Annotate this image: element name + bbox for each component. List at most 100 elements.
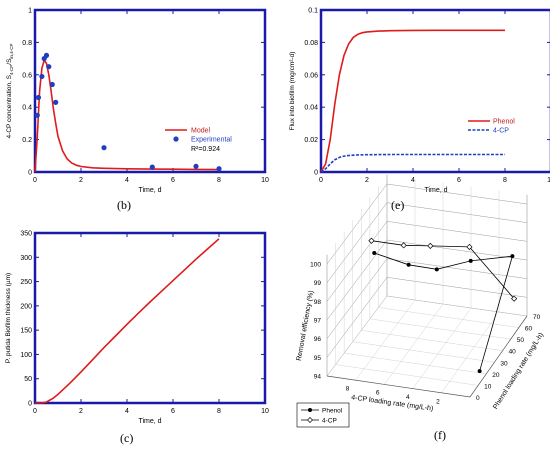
- z-tick-label: 99: [314, 280, 322, 287]
- x-tick-label: 2: [436, 399, 440, 406]
- legend-experimental-label: Experimental: [191, 137, 232, 144]
- y-tick-label: 0: [28, 401, 32, 408]
- legend-4cp-marker: [307, 417, 313, 423]
- x-axis-label: Time, d: [424, 187, 447, 194]
- series-line: [35, 238, 220, 404]
- z-tick-label: 100: [310, 262, 321, 269]
- x-tick-label: 6: [171, 408, 175, 415]
- panel-f-label: (f): [434, 428, 446, 442]
- floor-grid-line: [412, 307, 472, 389]
- y-tick-label: 0.04: [304, 105, 318, 112]
- y-tick-label: 0.2: [22, 137, 32, 144]
- y-tick-label: 0.6: [22, 72, 32, 79]
- legend-model-label: Model: [191, 128, 211, 135]
- r-squared-annotation: R²=0.924: [191, 146, 220, 153]
- wall-grid-line: [326, 239, 528, 321]
- z-tick-label: 95: [314, 355, 322, 362]
- data-point-4cp: [427, 242, 434, 249]
- floor-edge: [326, 315, 528, 398]
- data-point-phenol: [434, 267, 439, 272]
- plot-frame: [319, 8, 550, 174]
- x-tick-label: 8: [346, 385, 350, 392]
- x-tick-label: 8: [217, 408, 221, 415]
- x-tick-label: 10: [261, 177, 269, 184]
- data-point: [39, 73, 45, 80]
- y-axis-label: P. putida Biofilm thickness (µm): [5, 273, 12, 363]
- plot-frame: [33, 231, 267, 405]
- data-point: [46, 64, 52, 70]
- legend-experimental-swatch: [173, 136, 179, 142]
- y-tick-label: 0.1: [308, 8, 318, 15]
- y-tick-label: 60: [525, 326, 533, 333]
- x-tick-label: 6: [457, 177, 461, 184]
- y-tick-label: 0.02: [304, 137, 318, 144]
- x-tick-label: 8: [217, 177, 221, 184]
- y-tick-label: 0.06: [304, 72, 318, 79]
- z-tick-label: 98: [314, 299, 322, 306]
- data-point-4cp: [400, 242, 407, 249]
- panel-b-chart: 0 2 4 6 8 10 0 0.2 0.4 0.6 0.8 1 Time, d 4-CP concent…: [6, 8, 269, 195]
- z-tick-label: 96: [314, 336, 322, 343]
- x-tick-label: 4: [406, 394, 410, 401]
- floor-grid-line: [384, 303, 444, 385]
- legend-phenol-label: Phenol: [322, 408, 343, 415]
- legend-phenol-label: Phenol: [493, 119, 515, 126]
- floor-grid-line: [369, 318, 511, 340]
- panel-e-label: (e): [391, 198, 405, 212]
- x-tick-label: 6: [376, 390, 380, 397]
- y-tick-label: 300: [20, 255, 32, 262]
- floor-grid-line: [386, 295, 528, 317]
- x-tick-label: 10: [261, 408, 269, 415]
- x-axis-label: Time, d: [138, 418, 161, 425]
- x-tick-label: 0: [33, 177, 37, 184]
- panel-e-chart: 0 2 4 6 8 10 0 0.02 0.04 0.06 0.08 0.1 Time, d Flux i…: [289, 8, 550, 194]
- y-tick-label: 0.08: [304, 40, 318, 47]
- y-tick-label: 70: [533, 314, 541, 321]
- floor-grid-line: [352, 341, 495, 363]
- y-tick-label: 50: [517, 337, 525, 344]
- y-axis-label: Flux into biofilm (mg/cm²-d): [289, 52, 296, 131]
- y-tick-label: 350: [20, 231, 32, 238]
- y-tick-label: 250: [20, 279, 32, 286]
- data-point: [34, 112, 40, 118]
- panel-c-label: (c): [120, 431, 134, 445]
- legend-4cp-label: 4-CP: [322, 418, 337, 425]
- y-tick-label: 30: [500, 360, 508, 367]
- data-point-phenol: [468, 258, 473, 263]
- data-point: [216, 166, 222, 172]
- data-point-phenol: [406, 262, 411, 267]
- z-axis-label: Removal efficiency (%): [296, 290, 315, 362]
- series-line: [34, 58, 220, 173]
- x-tick-label: 0: [33, 408, 37, 415]
- data-point-phenol: [477, 369, 482, 374]
- y-tick-label: 0: [476, 395, 480, 402]
- data-point: [43, 52, 50, 58]
- data-point: [193, 163, 199, 169]
- y-tick-label: 20: [492, 372, 500, 379]
- data-point-phenol: [372, 251, 377, 256]
- floor-grid-line: [361, 330, 503, 351]
- x-tick-label: 2: [79, 177, 83, 184]
- x-tick-label: 4: [125, 177, 129, 184]
- y-tick-label: 1: [28, 8, 32, 15]
- wall-grid-line: [326, 221, 528, 302]
- x-axis-label: 4-CP loading rate (mg/L-h): [351, 394, 434, 412]
- legend-phenol-marker: [308, 408, 312, 412]
- wall-grid-line: [326, 277, 528, 358]
- data-point: [149, 164, 155, 170]
- legend-box: [296, 402, 350, 428]
- data-point-4cp: [511, 295, 518, 302]
- floor-grid-line: [335, 364, 479, 386]
- data-point: [101, 145, 107, 151]
- y-tick-label: 0.4: [22, 105, 32, 112]
- x-tick-label: 6: [171, 177, 175, 184]
- floor-grid-line: [378, 307, 519, 328]
- legend-4cp-label: 4-CP: [493, 128, 509, 135]
- y-tick-label: 40: [509, 349, 517, 356]
- y-tick-label: 100: [20, 352, 32, 359]
- y-tick-label: 0: [314, 170, 318, 177]
- y-axis-label: 4-CP concentration, S4-CP/Sin,4-CP: [6, 44, 14, 139]
- wall-grid-line: [326, 258, 528, 339]
